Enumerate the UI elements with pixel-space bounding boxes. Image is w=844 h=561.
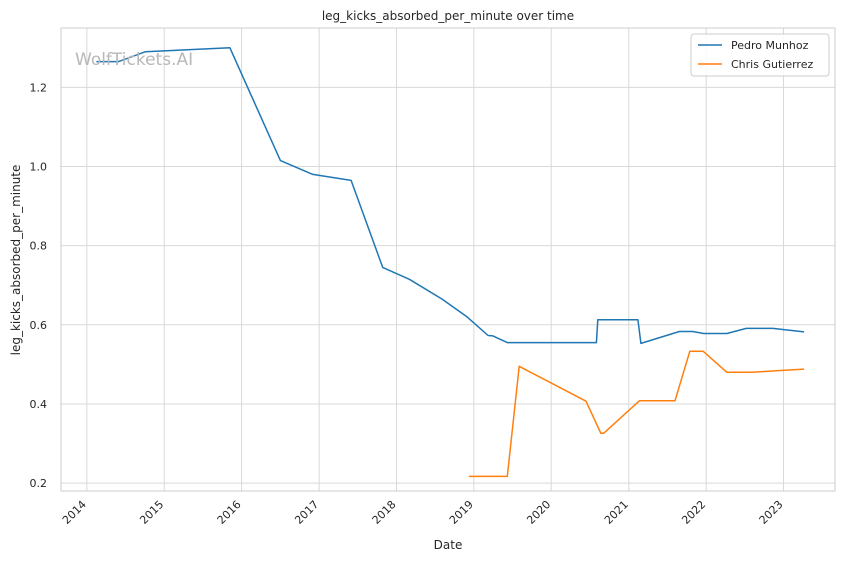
x-tick-label: 2020: [524, 498, 553, 527]
watermark: WolfTickets.AI: [75, 50, 193, 70]
legend-label-pedro-munhoz: Pedro Munhoz: [731, 39, 809, 52]
x-axis-title: Date: [434, 538, 463, 552]
series-line-pedro-munhoz: [96, 47, 805, 345]
x-tick-label: 2014: [60, 498, 89, 527]
x-tick-label: 2016: [215, 498, 244, 527]
plot-frame: [60, 27, 836, 492]
y-tick-label: 1.2: [30, 81, 48, 94]
y-axis-ticks: 0.2 0.4 0.6 0.8 1.0 1.2: [30, 81, 48, 490]
y-tick-label: 0.4: [30, 398, 48, 411]
series-line-chris-gutierrez: [468, 350, 805, 478]
legend-label-chris-gutierrez: Chris Gutierrez: [731, 58, 813, 71]
series-lines: [96, 47, 805, 478]
legend-box: [690, 33, 830, 77]
y-axis-title: leg_kicks_absorbed_per_minute: [9, 165, 23, 356]
x-tick-label: 2021: [602, 498, 631, 527]
x-axis-ticks: 2014 2015 2016 2017 2018 2019 2020 2021 2022 2023: [60, 498, 786, 527]
x-tick-label: 2022: [679, 498, 708, 527]
y-tick-label: 0.6: [30, 319, 48, 332]
legend: Pedro Munhoz Chris Gutierrez: [690, 33, 830, 77]
x-tick-label: 2017: [292, 498, 321, 527]
y-tick-label: 1.0: [30, 161, 48, 174]
x-tick-label: 2023: [757, 498, 786, 527]
y-tick-label: 0.2: [30, 477, 48, 490]
x-tick-label: 2018: [370, 498, 399, 527]
chart-title: leg_kicks_absorbed_per_minute over time: [322, 9, 574, 23]
y-tick-label: 0.8: [30, 240, 48, 253]
x-tick-label: 2015: [137, 498, 166, 527]
grid: [61, 28, 835, 491]
x-tick-label: 2019: [447, 498, 476, 527]
